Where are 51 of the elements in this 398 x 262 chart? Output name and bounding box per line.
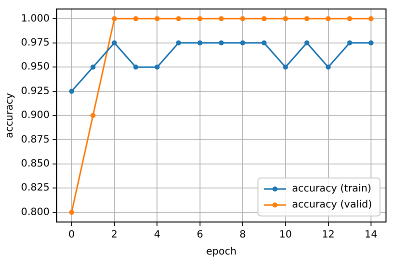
y-tick-label: 0.975 [20,37,50,48]
point [262,16,267,22]
point [240,40,246,46]
x-axis-title: epoch [206,246,237,258]
y-tick-label: 1.000 [20,13,50,24]
point [240,16,246,22]
point [112,40,117,46]
y-tick-label: 0.900 [20,110,50,122]
point [262,40,267,46]
point [347,16,352,22]
y-axis-title: accuracy [4,92,16,138]
point [133,16,138,22]
point [176,40,182,46]
x-tick-label: 2 [111,230,118,241]
x-tick-label: 0 [68,230,75,241]
point [176,16,182,22]
point [154,16,160,22]
y-tick-label: 0.950 [20,62,50,73]
point [347,40,352,46]
point [282,16,288,22]
point [90,113,96,118]
point [326,64,331,70]
point [69,210,74,215]
point [197,40,202,46]
point [304,16,310,22]
point [69,88,74,94]
point [218,40,224,46]
point [304,40,310,46]
point [218,16,224,22]
y-tick-label: 0.875 [20,134,50,146]
y-tick-label: 0.925 [20,86,50,97]
legend-label: accuracy (valid) [292,200,372,211]
point [368,16,374,22]
x-tick-label: 6 [196,230,204,241]
x-tick-label: 4 [154,230,160,241]
point [90,64,96,70]
y-tick-label: 0.800 [20,206,50,218]
point [326,16,331,22]
point [154,64,160,70]
y-tick-label: 0.850 [20,158,50,170]
y-tick-label: 0.825 [20,182,50,194]
point [133,64,138,70]
x-tick-label: 10 [279,230,292,241]
point [282,64,288,70]
x-tick-label: 14 [364,230,378,241]
point [368,40,374,46]
point [197,16,202,22]
x-tick-label: 12 [322,230,335,241]
point [112,16,117,22]
x-tick-label: 8 [240,230,246,241]
legend-label: accuracy (train) [292,184,372,195]
